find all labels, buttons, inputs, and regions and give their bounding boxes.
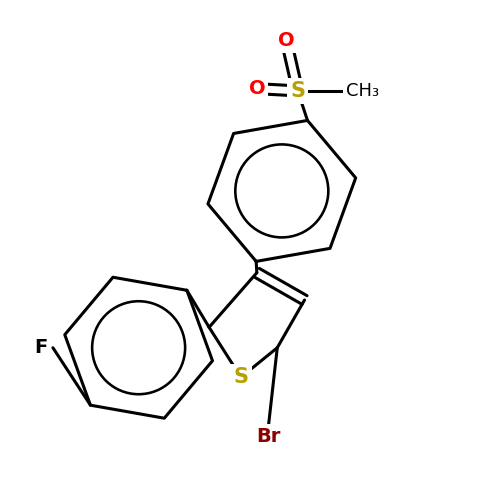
Text: Br: Br <box>256 427 280 446</box>
Text: CH₃: CH₃ <box>346 82 379 100</box>
Text: O: O <box>278 32 294 50</box>
Text: F: F <box>34 338 48 357</box>
Text: S: S <box>234 368 248 388</box>
Text: S: S <box>290 81 305 101</box>
Text: O: O <box>248 79 265 98</box>
